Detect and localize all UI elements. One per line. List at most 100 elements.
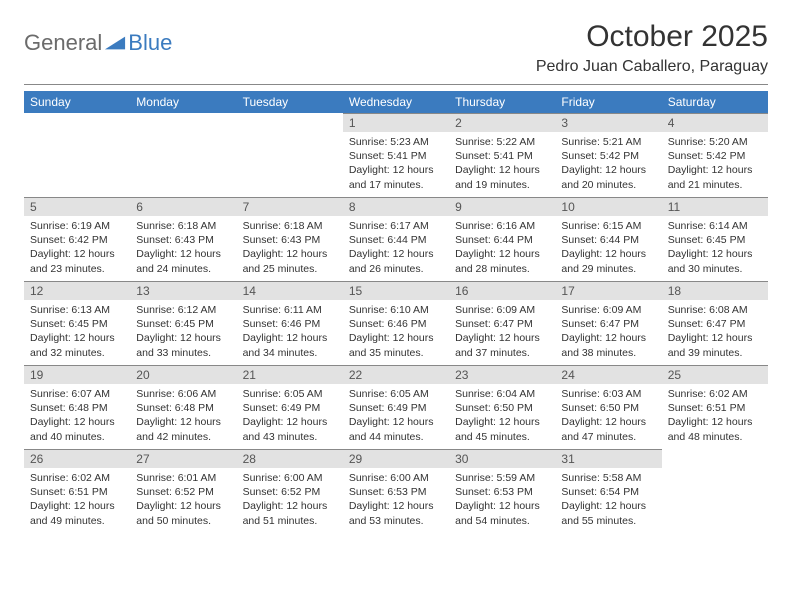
calendar-cell: 27Sunrise: 6:01 AMSunset: 6:52 PMDayligh…: [130, 449, 236, 533]
day-body: Sunrise: 6:08 AMSunset: 6:47 PMDaylight:…: [662, 300, 768, 364]
daylight-line: Daylight: 12 hours and 47 minutes.: [561, 415, 655, 443]
sunrise-line: Sunrise: 6:02 AM: [668, 387, 762, 401]
day-body: Sunrise: 6:14 AMSunset: 6:45 PMDaylight:…: [662, 216, 768, 280]
day-body: Sunrise: 6:16 AMSunset: 6:44 PMDaylight:…: [449, 216, 555, 280]
sunrise-line: Sunrise: 6:14 AM: [668, 219, 762, 233]
calendar-cell: 12 Sunrise: 6:13 AMSunset: 6:45 PMDayligh…: [24, 281, 130, 365]
calendar-table: Sunday Monday Tuesday Wednesday Thursday…: [24, 91, 768, 533]
calendar-week-row: 26Sunrise: 6:02 AMSunset: 6:51 PMDayligh…: [24, 449, 768, 533]
sunrise-line: Sunrise: 6:18 AM: [136, 219, 230, 233]
sunrise-line: Sunrise: 5:58 AM: [561, 471, 655, 485]
day-number: 16: [449, 281, 555, 300]
sunrise-line: Sunrise: 5:20 AM: [668, 135, 762, 149]
day-number: 30: [449, 449, 555, 468]
sunrise-line: Sunrise: 6:12 AM: [136, 303, 230, 317]
day-number: 11: [662, 197, 768, 216]
day-body: Sunrise: 6:09 AMSunset: 6:47 PMDaylight:…: [555, 300, 661, 364]
daylight-line: Daylight: 12 hours and 32 minutes.: [30, 331, 124, 359]
sunrise-line: Sunrise: 6:08 AM: [668, 303, 762, 317]
sunrise-line: Sunrise: 6:19 AM: [30, 219, 124, 233]
day-body: Sunrise: 5:21 AMSunset: 5:42 PMDaylight:…: [555, 132, 661, 196]
day-number: 15: [343, 281, 449, 300]
header: General Blue October 2025 Pedro Juan Cab…: [24, 20, 768, 76]
day-body: Sunrise: 6:03 AMSunset: 6:50 PMDaylight:…: [555, 384, 661, 448]
sunset-line: Sunset: 5:42 PM: [668, 149, 762, 163]
sunrise-line: Sunrise: 6:15 AM: [561, 219, 655, 233]
calendar-cell: 9Sunrise: 6:16 AMSunset: 6:44 PMDaylight…: [449, 197, 555, 281]
calendar-cell: 1Sunrise: 5:23 AMSunset: 5:41 PMDaylight…: [343, 113, 449, 197]
daylight-line: Daylight: 12 hours and 17 minutes.: [349, 163, 443, 191]
sunset-line: Sunset: 6:49 PM: [349, 401, 443, 415]
calendar-week-row: 1Sunrise: 5:23 AMSunset: 5:41 PMDaylight…: [24, 113, 768, 197]
weekday-monday: Monday: [130, 91, 236, 113]
day-number: 14: [237, 281, 343, 300]
day-number: 9: [449, 197, 555, 216]
day-body: Sunrise: 6:05 AMSunset: 6:49 PMDaylight:…: [343, 384, 449, 448]
sunset-line: Sunset: 6:50 PM: [561, 401, 655, 415]
sunset-line: Sunset: 6:53 PM: [349, 485, 443, 499]
sunset-line: Sunset: 6:45 PM: [30, 317, 124, 331]
calendar-cell: 20Sunrise: 6:06 AMSunset: 6:48 PMDayligh…: [130, 365, 236, 449]
day-number: 22: [343, 365, 449, 384]
day-number: 27: [130, 449, 236, 468]
day-number: 18: [662, 281, 768, 300]
daylight-line: Daylight: 12 hours and 44 minutes.: [349, 415, 443, 443]
daylight-line: Daylight: 12 hours and 54 minutes.: [455, 499, 549, 527]
sunset-line: Sunset: 6:44 PM: [561, 233, 655, 247]
day-number: 8: [343, 197, 449, 216]
day-number: 2: [449, 113, 555, 132]
sunset-line: Sunset: 6:50 PM: [455, 401, 549, 415]
calendar-cell: 11Sunrise: 6:14 AMSunset: 6:45 PMDayligh…: [662, 197, 768, 281]
calendar-cell: 30Sunrise: 5:59 AMSunset: 6:53 PMDayligh…: [449, 449, 555, 533]
day-body: Sunrise: 6:11 AMSunset: 6:46 PMDaylight:…: [237, 300, 343, 364]
sunrise-line: Sunrise: 6:13 AM: [30, 303, 124, 317]
sunset-line: Sunset: 6:43 PM: [243, 233, 337, 247]
day-number: 7: [237, 197, 343, 216]
daylight-line: Daylight: 12 hours and 45 minutes.: [455, 415, 549, 443]
sunset-line: Sunset: 6:46 PM: [243, 317, 337, 331]
daylight-line: Daylight: 12 hours and 28 minutes.: [455, 247, 549, 275]
day-body: Sunrise: 6:01 AMSunset: 6:52 PMDaylight:…: [130, 468, 236, 532]
sunrise-line: Sunrise: 6:18 AM: [243, 219, 337, 233]
sunrise-line: Sunrise: 6:00 AM: [243, 471, 337, 485]
daylight-line: Daylight: 12 hours and 38 minutes.: [561, 331, 655, 359]
day-number: 12: [24, 281, 130, 300]
day-body: Sunrise: 6:18 AMSunset: 6:43 PMDaylight:…: [130, 216, 236, 280]
day-body: Sunrise: 6:02 AMSunset: 6:51 PMDaylight:…: [662, 384, 768, 448]
calendar-body: 1Sunrise: 5:23 AMSunset: 5:41 PMDaylight…: [24, 113, 768, 533]
calendar-cell: 2Sunrise: 5:22 AMSunset: 5:41 PMDaylight…: [449, 113, 555, 197]
day-body: Sunrise: 6:10 AMSunset: 6:46 PMDaylight:…: [343, 300, 449, 364]
day-number: 5: [24, 197, 130, 216]
day-body: Sunrise: 6:15 AMSunset: 6:44 PMDaylight:…: [555, 216, 661, 280]
calendar-week-row: 12Sunrise: 6:13 AMSunset: 6:45 PMDayligh…: [24, 281, 768, 365]
calendar-cell: 17Sunrise: 6:09 AMSunset: 6:47 PMDayligh…: [555, 281, 661, 365]
calendar-cell: [130, 113, 236, 197]
calendar-cell: [237, 113, 343, 197]
weekday-thursday: Thursday: [449, 91, 555, 113]
daylight-line: Daylight: 12 hours and 43 minutes.: [243, 415, 337, 443]
calendar-cell: 15Sunrise: 6:10 AMSunset: 6:46 PMDayligh…: [343, 281, 449, 365]
sunset-line: Sunset: 6:45 PM: [668, 233, 762, 247]
sunset-line: Sunset: 6:48 PM: [30, 401, 124, 415]
day-body: Sunrise: 6:17 AMSunset: 6:44 PMDaylight:…: [343, 216, 449, 280]
sunrise-line: Sunrise: 6:05 AM: [349, 387, 443, 401]
day-body: Sunrise: 6:18 AMSunset: 6:43 PMDaylight:…: [237, 216, 343, 280]
title-block: October 2025 Pedro Juan Caballero, Parag…: [536, 20, 768, 76]
daylight-line: Daylight: 12 hours and 55 minutes.: [561, 499, 655, 527]
daylight-line: Daylight: 12 hours and 37 minutes.: [455, 331, 549, 359]
sunset-line: Sunset: 5:42 PM: [561, 149, 655, 163]
day-body: Sunrise: 6:06 AMSunset: 6:48 PMDaylight:…: [130, 384, 236, 448]
day-body: Sunrise: 6:02 AMSunset: 6:51 PMDaylight:…: [24, 468, 130, 532]
daylight-line: Daylight: 12 hours and 25 minutes.: [243, 247, 337, 275]
day-body: Sunrise: 6:12 AMSunset: 6:45 PMDaylight:…: [130, 300, 236, 364]
calendar-cell: 23Sunrise: 6:04 AMSunset: 6:50 PMDayligh…: [449, 365, 555, 449]
sunrise-line: Sunrise: 5:23 AM: [349, 135, 443, 149]
day-number: 23: [449, 365, 555, 384]
daylight-line: Daylight: 12 hours and 51 minutes.: [243, 499, 337, 527]
sunrise-line: Sunrise: 6:06 AM: [136, 387, 230, 401]
day-number: 31: [555, 449, 661, 468]
daylight-line: Daylight: 12 hours and 53 minutes.: [349, 499, 443, 527]
logo: General Blue: [24, 20, 172, 56]
weekday-header-row: Sunday Monday Tuesday Wednesday Thursday…: [24, 91, 768, 113]
calendar-cell: 26Sunrise: 6:02 AMSunset: 6:51 PMDayligh…: [24, 449, 130, 533]
